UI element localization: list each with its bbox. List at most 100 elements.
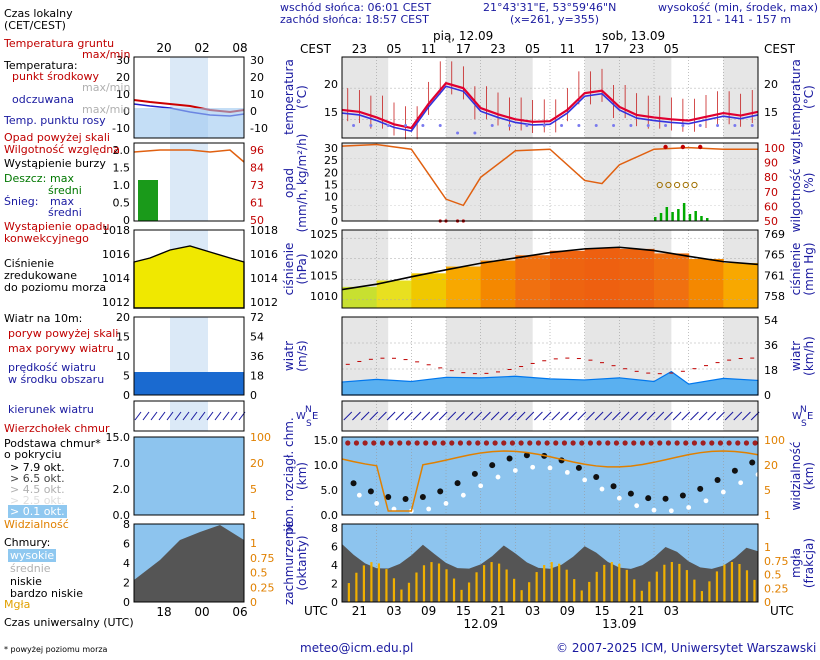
wind-arrow-62.5 [698,411,708,421]
cloud-base-white-29 [512,468,518,473]
wind-arrow-23.5 [473,411,483,421]
main-utc-hour-3: 15 [456,604,471,618]
dew-dot-50 [629,124,633,128]
wind-arrow-17.5 [438,411,448,421]
left-wind-tick-3: 5 [123,370,130,383]
fog-bar-10.1 [400,589,403,602]
wind-arrow-50.5 [629,411,639,421]
compass-n-right: N [800,405,807,415]
cloud-top-dot-14.5 [423,440,429,446]
pressure-fill-5 [515,255,551,308]
dew-dot-53 [646,124,650,128]
cloud-top-dot-59.5 [683,440,689,446]
main-hum-tick-2: 80 [764,171,778,184]
cloud-base-white-68 [738,480,744,486]
main-pres-tick-1: 1020 [310,249,338,262]
cloud-base-dot-2 [350,480,357,487]
legend-shear: Wierzchołek chmur [4,422,110,435]
main-utc-hour-1: 03 [386,604,401,618]
fog-bar-24.400000000000006 [482,565,486,602]
main-precip-tick-0: 30 [324,142,338,155]
left-temp-tick-0: 30 [116,54,130,67]
fog-bar-58.19999999999995 [678,563,681,602]
cloud-top-dot-16 [431,440,438,446]
cloud-top-dot-46 [605,440,611,446]
fog-bar-55.59999999999996 [663,564,666,602]
dew-dot-23 [473,131,477,135]
storm-circle-1 [665,181,672,189]
main-cl-tick-r-0: 1 [764,541,771,554]
precip-bar-55 [659,213,663,221]
cloud-base-dot-41 [575,464,582,471]
compass-e-left: E [312,411,318,422]
wind-arrow-20.5 [456,411,465,421]
left-wind-tick-r-2: 36 [250,350,264,363]
cloud-top-dot-68.5 [735,440,741,446]
cloud-top-dot-55 [657,440,663,446]
dew-dot-26 [490,124,494,128]
cloud-base-white-65 [720,489,726,495]
fog-bar-21.800000000000004 [467,582,471,602]
wind-arrow-34 [534,411,543,421]
legend-high: wysokie [8,549,57,562]
left-cb-tick-2: 2.0 [113,483,131,496]
fog-bar-25.700000000000006 [490,562,493,602]
left-pres-tick-2: 1014 [102,272,130,285]
dew-dot-65 [716,124,720,128]
wind-arrow-8.5 [386,411,396,421]
cloud-top-dot-10 [397,440,403,446]
elevation-label: wysokość (min, środek, max) [658,1,819,14]
cloud-top-dot-62.5 [700,440,706,446]
dew-dot-62 [698,124,702,128]
main-local-hour-1: 05 [386,42,401,56]
main-cb-tick-0: 15.0 [314,434,339,447]
cloud-top-dot-13 [414,440,420,446]
dew-dot-68 [733,124,737,128]
panel-frame-pres [341,229,759,309]
left-pres-tick-r-0: 1018 [250,224,278,237]
fog-bar-27.000000000000007 [498,563,501,602]
legend-rain: Deszcz: [4,172,47,185]
left-wind-arrow-210 [206,411,214,421]
main-local-hour-9: 05 [664,42,679,56]
fog-bar-34.800000000000004 [543,564,546,602]
left-pres-tick-1: 1016 [102,248,130,261]
fog-bar-71.19999999999993 [753,579,756,602]
fog-bar-3.5999999999999996 [362,565,365,602]
pressure-fill-0 [342,286,378,308]
footer-email[interactable]: meteo@icm.edu.pl [300,641,414,655]
felt-temp-line [341,85,759,133]
pressure-fill-8 [619,248,655,308]
cloud-base-white-38 [564,470,570,475]
main-vis-tick-0: 100 [764,434,785,447]
wind-arrow-2.5 [352,411,361,421]
main-pres-tick-0: 1025 [310,228,338,241]
legend-rain-mean: średni [48,184,82,197]
fog-bar-50.39999999999997 [633,579,636,602]
legend-wind-speed: prędkość wiatru [8,361,96,374]
left-precip-tick-3: 0.5 [113,197,131,210]
main-utc-hour-8: 21 [629,604,644,618]
legend-local-zone: (CET/CEST) [4,19,66,32]
label-temp-r: temperatura [789,59,803,135]
main-temp-tick-0: 20 [324,78,338,91]
left-cl-tick-r-4: 0 [250,596,257,609]
storm-circle-3 [682,181,689,189]
left-local-hour-0: 20 [156,41,171,55]
cloud-top-dot-64 [709,440,715,446]
cloud-base-white-62 [703,498,709,504]
label-cb-r: widzialność [789,442,803,511]
cloud-top-dot-40 [570,440,576,446]
main-utc-hour-0: 21 [352,604,367,618]
cloud-top-dot-41.5 [579,440,585,446]
cloud-top-dot-44.5 [596,440,602,446]
cloud-base-dot-5 [367,488,374,495]
cloud-top-dot-52 [639,440,646,446]
left-wind-arrow-162 [158,411,166,421]
main-hum-tick-5: 50 [764,215,778,228]
panel-frame-precip [341,142,759,222]
left-humidity-line [133,149,245,163]
fog-bar-17.900000000000002 [445,569,448,602]
pressure-fill-2 [411,273,447,308]
cloud-base-dot-20 [454,480,461,487]
